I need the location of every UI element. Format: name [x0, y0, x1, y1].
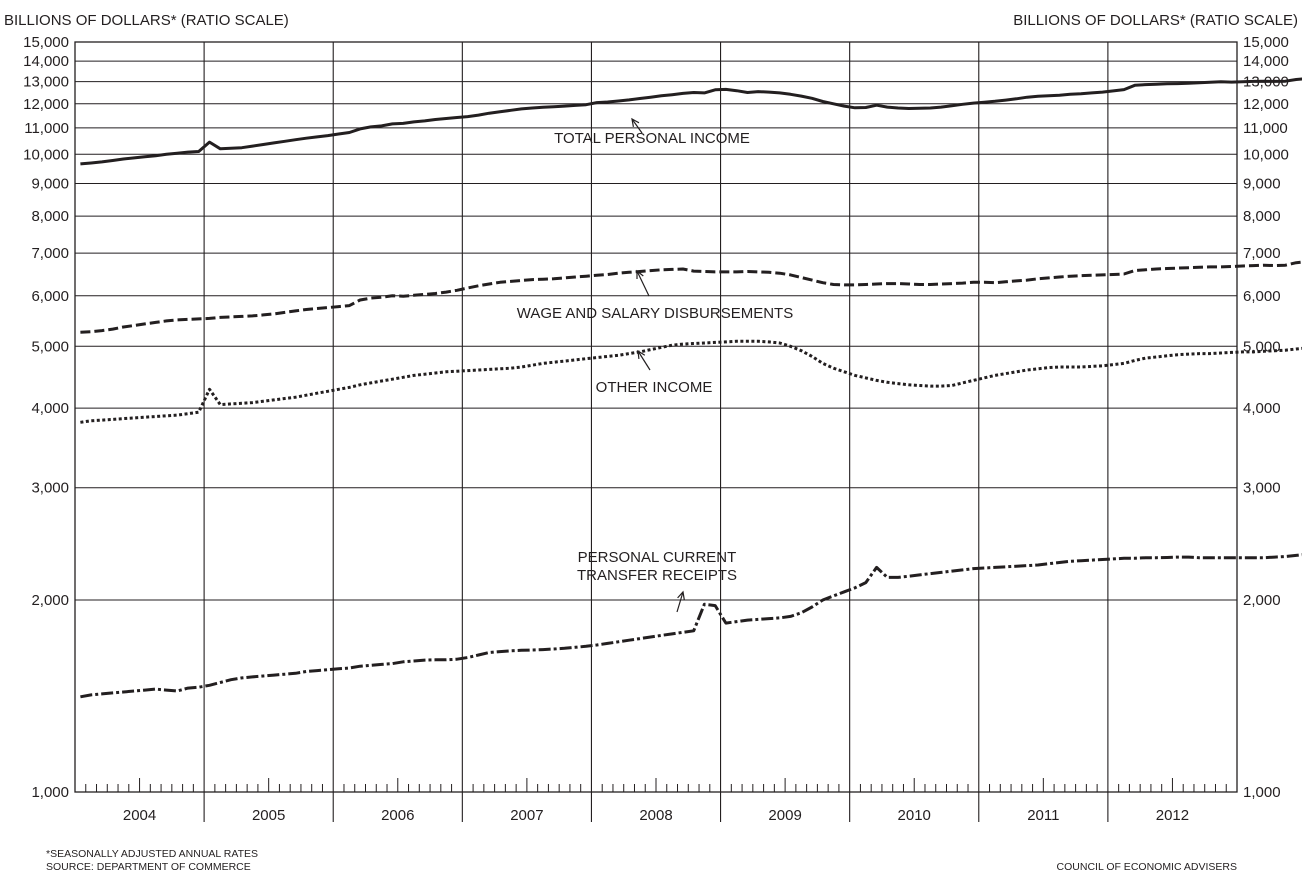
year-label-2007: 2007	[510, 807, 543, 824]
ytick-left-12000: 12,000	[23, 96, 69, 113]
ytick-left-1000: 1,000	[31, 784, 69, 801]
ytick-left-7000: 7,000	[31, 245, 69, 262]
ytick-left-11000: 11,000	[24, 120, 69, 137]
annotation-3-line-1: TRANSFER RECEIPTS	[577, 567, 737, 584]
series-line-0	[80, 77, 1302, 166]
footnote-seasonal: *SEASONALLY ADJUSTED ANNUAL RATES	[46, 848, 258, 860]
year-label-2006: 2006	[381, 807, 414, 824]
ytick-left-3000: 3,000	[31, 480, 69, 497]
annotation-leader-2	[637, 350, 651, 371]
footnote-credit: COUNCIL OF ECONOMIC ADVISERS	[1057, 861, 1237, 873]
y-ticks-left: 1,000 2,000 3,000 4,000 5,000 6,000 7,000 8,000…	[23, 34, 69, 801]
year-label-2009: 2009	[768, 807, 801, 824]
annotation-arrowhead-3	[677, 590, 685, 600]
ytick-right-10000: 10,000	[1243, 146, 1289, 163]
annotation-leader-3	[676, 591, 684, 613]
y-axis-label-right: BILLIONS OF DOLLARS* (RATIO SCALE)	[1013, 12, 1298, 29]
ytick-right-4000: 4,000	[1243, 400, 1281, 417]
x-ticks: 2004 2005 2006 2007 2008 2009 2010 2011 2012	[85, 778, 1227, 824]
ytick-left-4000: 4,000	[31, 400, 69, 417]
ytick-left-5000: 5,000	[31, 338, 69, 355]
year-label-2005: 2005	[252, 807, 285, 824]
ytick-left-6000: 6,000	[31, 288, 69, 305]
annotation-3-line-0: PERSONAL CURRENT	[578, 549, 737, 566]
year-label-2011: 2011	[1027, 807, 1059, 824]
ytick-left-8000: 8,000	[31, 208, 69, 225]
annotation-2-line-0: OTHER INCOME	[596, 379, 713, 396]
ytick-left-14000: 14,000	[23, 53, 69, 70]
ytick-right-11000: 11,000	[1243, 120, 1288, 137]
annotation-1-line-0: WAGE AND SALARY DISBURSEMENTS	[517, 305, 793, 322]
y-axis-label-left: BILLIONS OF DOLLARS* (RATIO SCALE)	[4, 12, 289, 29]
series-line-2	[80, 339, 1302, 424]
y-ticks-right: 1,0002,0003,0004,0005,0006,0007,0008,000…	[1243, 34, 1289, 801]
ytick-right-8000: 8,000	[1243, 208, 1281, 225]
annotations: TOTAL PERSONAL INCOME WAGE AND SALARY DIS…	[517, 117, 793, 613]
ytick-right-15000: 15,000	[1243, 34, 1289, 51]
ytick-right-12000: 12,000	[1243, 96, 1289, 113]
ytick-left-15000: 15,000	[23, 34, 69, 51]
annotation-arrowhead-0	[631, 117, 640, 128]
ytick-right-6000: 6,000	[1243, 288, 1281, 305]
year-label-2010: 2010	[898, 807, 931, 824]
annotation-leader-0	[631, 118, 643, 134]
ytick-left-2000: 2,000	[31, 592, 69, 609]
ytick-right-3000: 3,000	[1243, 480, 1281, 497]
annotation-0-line-0: TOTAL PERSONAL INCOME	[554, 130, 750, 147]
annotation-leader-1	[636, 270, 650, 297]
footnote-source: SOURCE: DEPARTMENT OF COMMERCE	[46, 861, 251, 873]
year-label-2004: 2004	[123, 807, 156, 824]
annotation-arrowhead-2	[637, 349, 646, 359]
ytick-right-7000: 7,000	[1243, 245, 1281, 262]
ytick-right-9000: 9,000	[1243, 175, 1281, 192]
year-label-2012: 2012	[1156, 807, 1189, 824]
year-dividers	[203, 42, 1109, 822]
ytick-right-2000: 2,000	[1243, 592, 1281, 609]
ytick-left-9000: 9,000	[31, 175, 69, 192]
plot-frame	[74, 41, 1238, 793]
annotation-arrowhead-1	[636, 269, 644, 279]
gridlines	[75, 41, 1237, 793]
ytick-left-10000: 10,000	[23, 146, 69, 163]
ytick-right-1000: 1,000	[1243, 784, 1281, 801]
ytick-right-14000: 14,000	[1243, 53, 1289, 70]
year-label-2008: 2008	[639, 807, 672, 824]
series-line-3	[80, 553, 1302, 699]
ytick-left-13000: 13,000	[23, 74, 69, 91]
